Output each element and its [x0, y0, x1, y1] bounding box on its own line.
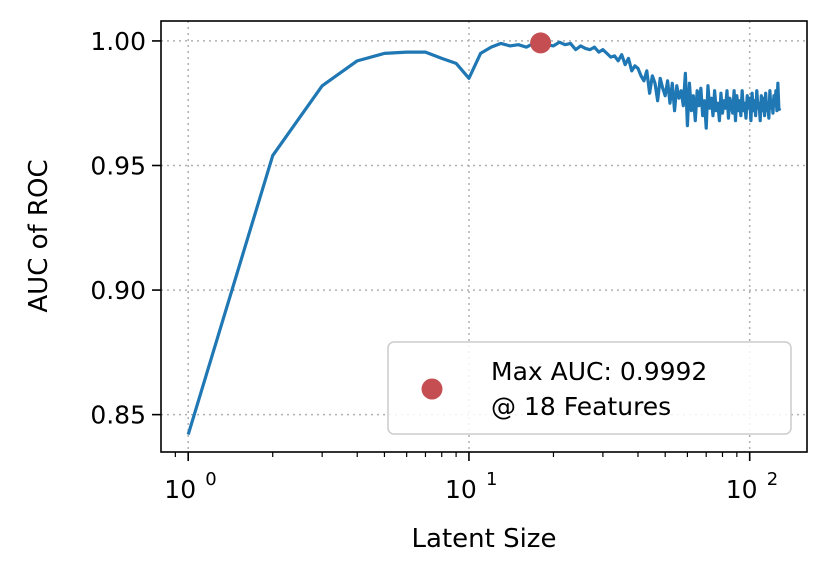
- x-tick-label: 10: [726, 475, 758, 504]
- x-tick-label-exponent: 0: [205, 469, 216, 490]
- axis-ticks: [152, 40, 751, 461]
- highlight-layer: [530, 32, 552, 54]
- y-tick-label: 1.00: [90, 27, 146, 56]
- x-tick-label: 10: [164, 475, 196, 504]
- legend-marker: [421, 378, 443, 400]
- y-tick-label: 0.95: [90, 151, 146, 180]
- plot-frame: [160, 20, 808, 453]
- y-tick-label: 0.85: [90, 401, 146, 430]
- legend-line-2: @ 18 Features: [491, 392, 671, 421]
- x-tick-label-exponent: 1: [486, 469, 497, 490]
- tick-labels: 10 0 10 1 10 2 0.85 0.90 0.95 1.00: [90, 27, 778, 504]
- x-tick-label-exponent: 2: [767, 469, 778, 490]
- series-line: [186, 40, 782, 436]
- series-layer: [186, 40, 782, 436]
- legend-box: [387, 341, 792, 435]
- x-tick-label: 10: [445, 475, 477, 504]
- legend-line-1: Max AUC: 0.9992: [491, 357, 707, 386]
- legend: Max AUC: 0.9992 @ 18 Features: [387, 341, 792, 435]
- y-tick-label: 0.90: [90, 276, 146, 305]
- x-axis-label: Latent Size: [412, 524, 557, 554]
- max-auc-point: [530, 32, 552, 54]
- y-axis-label: AUC of ROC: [24, 159, 54, 312]
